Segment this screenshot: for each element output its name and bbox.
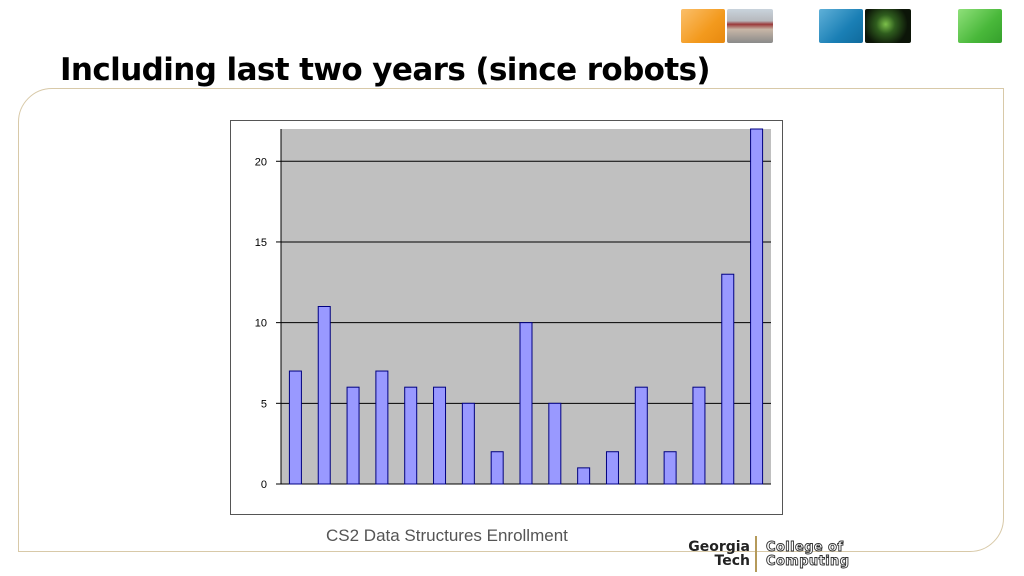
bar [433,386,447,485]
orange-tile-thumbnail [681,9,725,43]
blue-tile-thumbnail [819,9,863,43]
bar [288,370,302,485]
logo-gt-text: Georgia Tech [658,540,750,568]
y-tick-label: 0 [261,479,267,491]
bar [692,386,706,485]
bar [317,306,331,485]
content-frame [18,88,1004,552]
bar [721,273,735,485]
bar [750,128,764,485]
logo-gt-line2: Tech [714,553,750,569]
y-tick-label: 15 [255,237,267,249]
bar [346,386,360,485]
y-tick-label: 5 [261,398,267,410]
logo-divider [755,536,757,572]
enrollment-chart-svg: 0 5 10 15 20 [255,128,771,491]
chart-caption: CS2 Data Structures Enrollment [326,526,568,545]
network-photo-thumbnail [865,9,911,43]
slide-title: Including last two years (since robots) [60,52,711,88]
bar [461,402,475,485]
bar [548,402,562,485]
bar [634,386,648,485]
bar [404,386,418,485]
bar [605,451,619,485]
bar [663,451,677,485]
green-tile-thumbnail [958,9,1002,43]
logo-college-text: College of Computing [766,540,850,569]
bar [577,467,591,485]
y-tick-label: 10 [255,318,267,330]
bar [519,322,533,485]
bar [375,370,389,485]
bar [490,451,504,485]
logo-gt-line1: Georgia [688,539,750,555]
campus-photo-thumbnail [727,9,773,43]
logo-cc-line1: College of [766,540,844,555]
y-tick-label: 20 [255,156,267,168]
logo-cc-line2: Computing [766,554,850,569]
enrollment-chart: 0 5 10 15 20 [230,120,783,515]
georgia-tech-logo: Georgia Tech College of Computing [654,536,884,572]
